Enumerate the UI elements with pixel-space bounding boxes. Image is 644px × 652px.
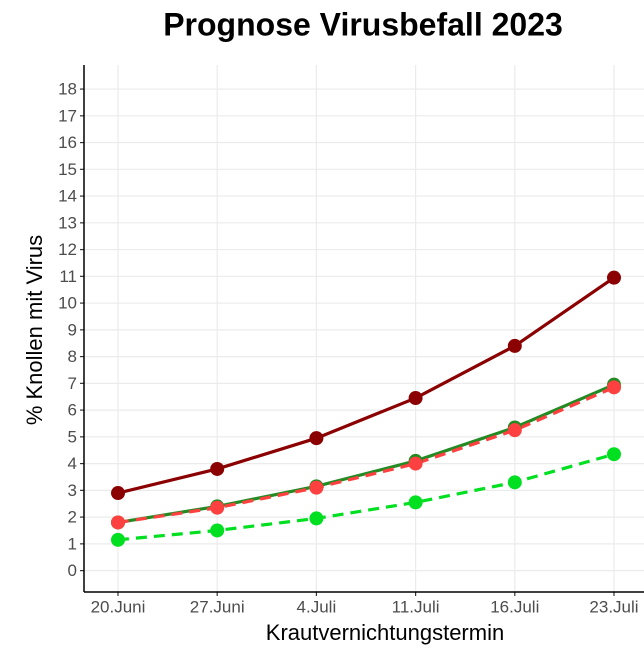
x-tick-label: 23.Juli [589, 597, 638, 616]
x-tick-label: 27.Juni [190, 597, 245, 616]
series-point [408, 495, 423, 510]
y-tick-label: 5 [68, 427, 77, 446]
x-tick-label: 11.Juli [392, 597, 440, 616]
y-tick-label: 7 [68, 374, 77, 393]
series-point [507, 423, 522, 438]
series-point [607, 447, 621, 462]
series-point [111, 486, 125, 501]
x-tick-label: 20.Juni [91, 597, 146, 616]
series-line [117, 383, 615, 525]
series-point [210, 523, 225, 538]
series-line [117, 276, 615, 495]
x-axis-label: Krautvernichtungstermin [266, 620, 504, 645]
y-tick-label: 6 [68, 401, 77, 420]
chart-title: Prognose Virusbefall 2023 [163, 6, 563, 42]
series-point [507, 338, 522, 353]
y-tick-label: 2 [68, 508, 77, 527]
y-tick-label: 10 [58, 294, 77, 313]
y-tick-label: 9 [68, 320, 77, 339]
y-tick-label: 11 [59, 267, 77, 286]
series-point [210, 461, 225, 476]
y-tick-label: 3 [68, 481, 77, 500]
y-tick-label: 18 [58, 80, 77, 99]
series-point [309, 511, 324, 526]
y-tick-label: 16 [58, 133, 77, 152]
series-point [111, 515, 125, 530]
series-point [607, 380, 621, 395]
y-tick-label: 0 [68, 561, 77, 580]
series-point [210, 500, 225, 515]
series-point [507, 475, 522, 490]
y-tick-label: 12 [58, 240, 77, 259]
y-axis-label: % Knollen mit Virus [22, 235, 47, 425]
series-point [408, 391, 423, 406]
series-point [111, 532, 125, 547]
y-tick-label: 1 [68, 534, 77, 553]
series-line [117, 452, 615, 542]
x-tick-label: 4.Juli [297, 597, 337, 616]
series-point [408, 456, 423, 471]
y-tick-label: 15 [58, 160, 77, 179]
y-tick-label: 17 [58, 106, 77, 125]
y-tick-label: 13 [58, 213, 77, 232]
series-line [117, 385, 615, 525]
series-point [607, 270, 621, 285]
x-tick-label: 16.Juli [490, 597, 539, 616]
y-tick-label: 8 [68, 347, 77, 366]
y-tick-label: 4 [68, 454, 77, 473]
y-tick-label: 14 [58, 187, 77, 206]
series-point [309, 431, 324, 446]
series-point [309, 480, 324, 495]
